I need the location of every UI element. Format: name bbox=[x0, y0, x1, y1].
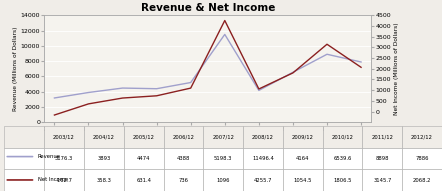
Title: Revenue & Net Income: Revenue & Net Income bbox=[141, 3, 275, 13]
Text: Revenue: Revenue bbox=[38, 154, 61, 159]
Text: Net Income: Net Income bbox=[38, 177, 68, 182]
Y-axis label: Net Income (Millions of Dollars): Net Income (Millions of Dollars) bbox=[394, 23, 399, 115]
Y-axis label: Revenue (Millions of Dollars): Revenue (Millions of Dollars) bbox=[13, 27, 18, 111]
